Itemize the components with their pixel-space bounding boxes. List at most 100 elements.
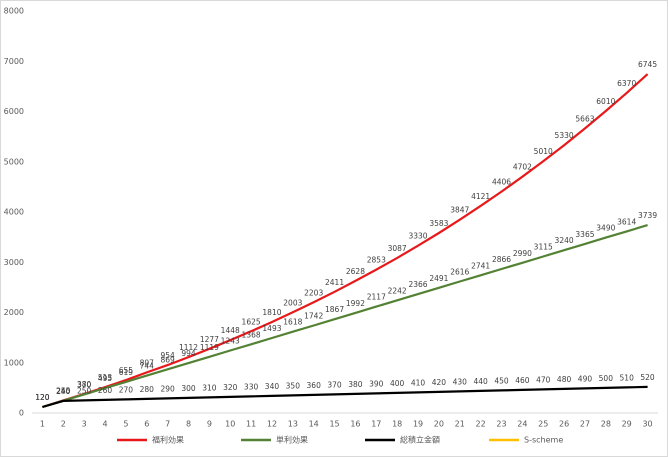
data-label: 250 xyxy=(56,386,71,395)
data-label: 420 xyxy=(432,378,447,387)
x-tick-label: 5 xyxy=(123,420,128,429)
data-label: 290 xyxy=(160,384,175,393)
data-label: 2366 xyxy=(408,280,427,289)
data-label: 370 xyxy=(327,380,342,389)
x-tick-label: 26 xyxy=(559,420,569,429)
data-label: 994 xyxy=(181,349,196,358)
data-label: 954 xyxy=(160,351,175,360)
y-tick-label: 7000 xyxy=(4,57,24,66)
x-tick-label: 10 xyxy=(225,420,235,429)
data-label: 1448 xyxy=(221,326,240,335)
data-label: 1277 xyxy=(200,335,219,344)
legend-label: S-scheme xyxy=(524,436,563,445)
data-label: 260 xyxy=(98,386,113,395)
x-tick-label: 6 xyxy=(144,420,149,429)
data-label: 460 xyxy=(515,376,530,385)
data-label: 1742 xyxy=(304,311,323,320)
data-label: 5663 xyxy=(575,114,594,123)
data-label: 250 xyxy=(77,386,92,395)
data-label: 4121 xyxy=(471,192,490,201)
x-tick-label: 18 xyxy=(392,420,402,429)
data-label: 6745 xyxy=(638,60,657,69)
data-label: 270 xyxy=(119,385,134,394)
legend-label: 総積立金額 xyxy=(400,435,440,445)
x-tick-label: 19 xyxy=(413,420,423,429)
data-label: 2853 xyxy=(367,256,386,265)
data-label: 3330 xyxy=(408,232,427,241)
data-label: 380 xyxy=(348,380,363,389)
x-tick-label: 20 xyxy=(434,420,444,429)
data-label: 3087 xyxy=(388,244,407,253)
data-label: 6370 xyxy=(617,79,636,88)
data-label: 2990 xyxy=(513,249,532,258)
data-label: 4406 xyxy=(492,178,511,187)
data-label: 5330 xyxy=(555,131,574,140)
data-label: 490 xyxy=(578,374,593,383)
data-label: 744 xyxy=(140,362,155,371)
x-tick-label: 11 xyxy=(246,420,256,429)
data-label: 370 xyxy=(77,380,92,389)
legend-label: 単利効果 xyxy=(276,435,308,445)
y-tick-label: 8000 xyxy=(4,7,24,16)
x-tick-label: 17 xyxy=(371,420,381,429)
data-label: 2203 xyxy=(304,288,323,297)
data-label: 440 xyxy=(473,377,488,386)
data-label: 350 xyxy=(286,381,301,390)
data-label: 470 xyxy=(536,375,551,384)
data-label: 330 xyxy=(244,382,259,391)
x-tick-label: 29 xyxy=(622,420,632,429)
x-tick-label: 27 xyxy=(580,420,590,429)
x-tick-label: 14 xyxy=(309,420,319,429)
data-label: 120 xyxy=(35,393,50,402)
series-line xyxy=(42,73,649,409)
data-label: 2628 xyxy=(346,267,365,276)
data-label: 807 xyxy=(140,358,155,367)
data-label: 1119 xyxy=(200,343,219,352)
x-tick-label: 7 xyxy=(165,420,170,429)
data-label: 655 xyxy=(119,366,134,375)
data-label: 1992 xyxy=(346,299,365,308)
x-tick-label: 13 xyxy=(288,420,298,429)
data-label: 3365 xyxy=(575,230,594,239)
data-label: 1867 xyxy=(325,305,344,314)
data-label: 1625 xyxy=(242,317,261,326)
data-label: 619 xyxy=(119,368,134,377)
data-label: 4702 xyxy=(513,163,532,172)
data-label: 495 xyxy=(98,374,113,383)
data-label: 430 xyxy=(453,377,468,386)
data-label: 1618 xyxy=(283,318,302,327)
data-label: 450 xyxy=(494,376,509,385)
data-label: 310 xyxy=(202,383,217,392)
data-label: 500 xyxy=(599,374,614,383)
x-tick-label: 12 xyxy=(267,420,277,429)
x-tick-label: 2 xyxy=(61,420,66,429)
x-tick-label: 9 xyxy=(207,420,212,429)
data-label: 513 xyxy=(98,373,113,382)
data-label: 2866 xyxy=(492,255,511,264)
data-label: 380 xyxy=(77,380,92,389)
data-label: 869 xyxy=(160,355,175,364)
y-tick-label: 3000 xyxy=(4,258,24,267)
y-tick-label: 1000 xyxy=(4,358,24,367)
x-tick-label: 21 xyxy=(455,420,465,429)
data-label: 320 xyxy=(223,383,238,392)
x-tick-label: 25 xyxy=(538,420,548,429)
data-label: 300 xyxy=(181,384,196,393)
data-label: 245 xyxy=(56,387,71,396)
data-label: 480 xyxy=(557,375,572,384)
data-label: 120 xyxy=(35,393,50,402)
data-label: 2491 xyxy=(429,274,448,283)
y-tick-label: 4000 xyxy=(4,208,24,217)
data-label: 5010 xyxy=(534,147,553,156)
data-label: 400 xyxy=(390,379,405,388)
data-label: 2003 xyxy=(283,298,302,307)
y-tick-label: 5000 xyxy=(4,157,24,166)
data-label: 510 xyxy=(620,373,635,382)
data-label: 2616 xyxy=(450,268,469,277)
data-label: 3115 xyxy=(534,242,553,251)
x-tick-label: 3 xyxy=(82,420,87,429)
y-tick-label: 0 xyxy=(19,409,24,418)
data-label: 2117 xyxy=(367,293,386,302)
